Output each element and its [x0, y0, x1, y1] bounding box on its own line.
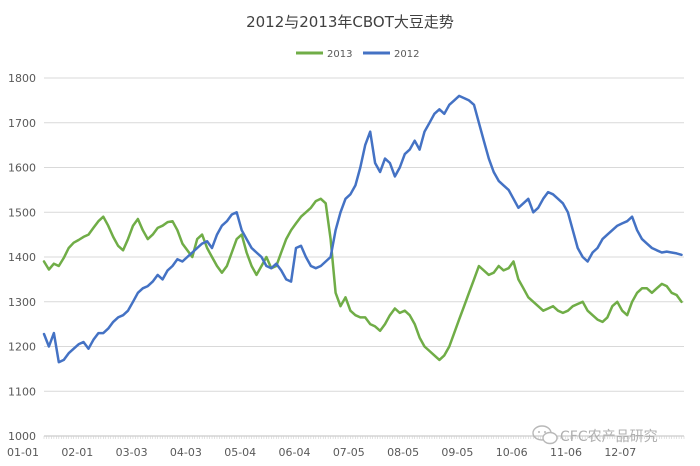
watermark-text: CFC农产品研究	[560, 429, 658, 445]
x-tick-label: 12-07	[604, 446, 636, 459]
x-tick-label: 10-06	[496, 446, 528, 459]
series-line-2012	[42, 94, 683, 364]
y-tick-label: 1000	[8, 430, 36, 443]
x-axis: 01-01 02-01 03-03 04-03 05-04 06-04 07-05 08-05…	[7, 435, 685, 459]
x-tick-label: 02-01	[61, 446, 93, 459]
y-tick-label: 1100	[8, 385, 36, 398]
gridlines	[44, 77, 684, 437]
y-tick-label: 1500	[8, 206, 36, 219]
y-tick-label: 1700	[8, 117, 36, 130]
watermark: CFC农产品研究	[532, 425, 658, 445]
legend: 2013 2012	[296, 49, 419, 60]
y-tick-label: 1300	[8, 296, 36, 309]
x-tick-label: 04-03	[170, 446, 202, 459]
x-tick-label: 06-04	[279, 446, 311, 459]
wechat-icon	[532, 425, 558, 445]
y-tick-label: 1200	[8, 341, 36, 354]
y-tick-label: 1400	[8, 251, 36, 264]
y-tick-label: 1800	[8, 72, 36, 85]
x-tick-label: 07-05	[333, 446, 365, 459]
y-axis: 1000 1100 1200 1300 1400 1500 1600 1700 1800	[8, 72, 36, 443]
x-tick-label: 11-06	[550, 446, 582, 459]
chart-title: 2012与2013年CBOT大豆走势	[246, 13, 454, 31]
legend-label-2013: 2013	[327, 49, 352, 60]
series-layer	[42, 94, 683, 364]
x-tick-label: 09-05	[441, 446, 473, 459]
series-line-2013	[42, 197, 683, 362]
x-tick-label: 05-04	[224, 446, 256, 459]
x-tick-label: 03-03	[116, 446, 148, 459]
x-tick-label: 08-05	[387, 446, 419, 459]
legend-label-2012: 2012	[394, 49, 419, 60]
x-tick-label: 01-01	[7, 446, 39, 459]
y-tick-label: 1600	[8, 162, 36, 175]
